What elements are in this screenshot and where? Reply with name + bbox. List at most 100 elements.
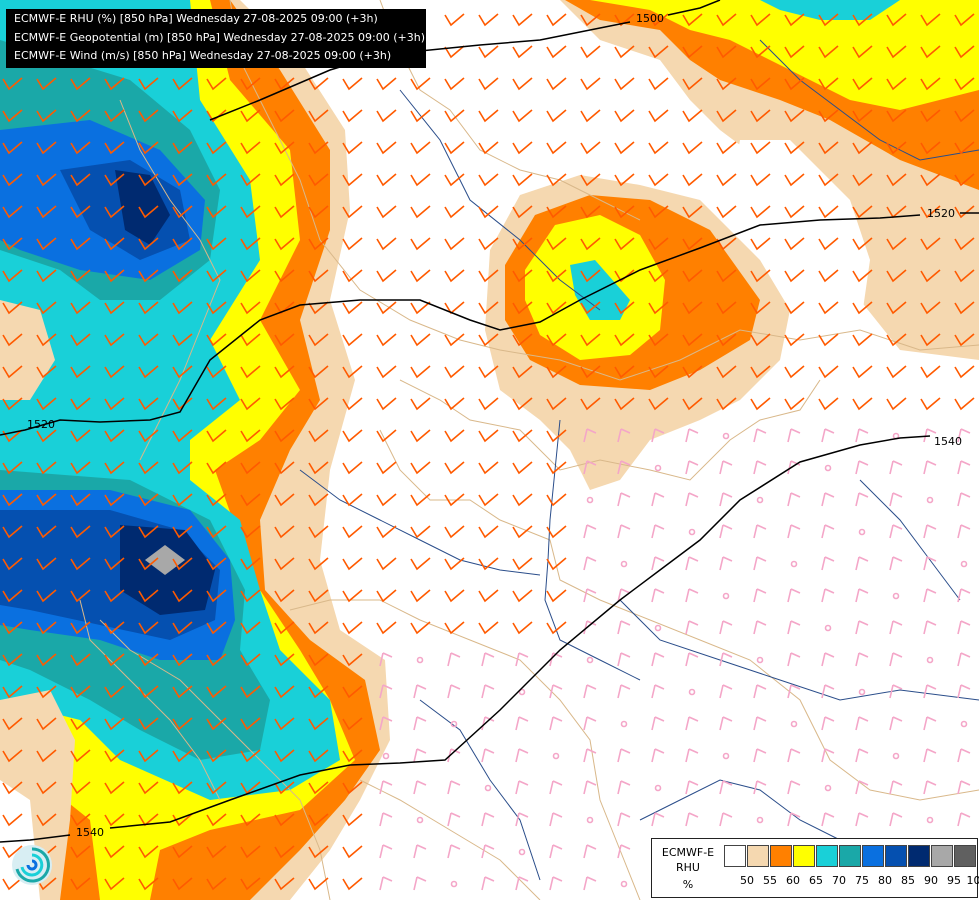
- wind-barb: [36, 365, 57, 379]
- calm-wind-marker: [620, 720, 628, 728]
- map-header: ECMWF-E RHU (%) [850 hPa] Wednesday 27-0…: [6, 9, 426, 68]
- calm-wind-marker: [790, 560, 798, 568]
- wind-barb: [172, 461, 193, 475]
- wind-barb: [274, 813, 295, 827]
- wind-barb: [546, 429, 567, 443]
- wind-barb: [784, 237, 805, 251]
- wind-barb: [447, 652, 461, 667]
- wind-barb: [138, 141, 159, 155]
- wind-barb: [413, 780, 427, 795]
- wind-barb: [240, 589, 261, 603]
- wind-barb: [138, 717, 159, 731]
- wind-barb: [889, 620, 903, 635]
- wind-barb: [784, 141, 805, 155]
- wind-barb: [821, 684, 835, 699]
- contour-1500: [209, 21, 631, 121]
- wind-barb: [852, 13, 873, 27]
- wind-barb: [920, 77, 941, 91]
- wind-barb: [206, 173, 227, 187]
- calm-wind-marker: [484, 784, 492, 792]
- wind-barb: [308, 813, 329, 827]
- wind-barb: [444, 13, 465, 27]
- wind-barb: [886, 109, 907, 123]
- contour-label: 1540: [76, 826, 104, 839]
- wind-barb: [70, 461, 91, 475]
- wind-barb: [583, 876, 597, 891]
- wind-barb: [70, 653, 91, 667]
- wind-barb: [240, 653, 261, 667]
- wind-barb: [818, 109, 839, 123]
- wind-barb: [70, 141, 91, 155]
- wind-barb: [719, 684, 733, 699]
- wind-barb: [2, 365, 23, 379]
- wind-barb: [753, 620, 767, 635]
- wind-barb: [2, 205, 23, 219]
- wind-barb: [379, 876, 393, 891]
- wind-barb: [2, 845, 23, 859]
- wind-barb: [36, 653, 57, 667]
- wind-barb: [682, 365, 703, 379]
- calm-wind-marker: [654, 464, 662, 472]
- wind-barb: [206, 205, 227, 219]
- wind-barb: [138, 333, 159, 347]
- wind-barb: [753, 428, 767, 443]
- wind-barb: [379, 684, 393, 699]
- wind-barb: [648, 45, 669, 59]
- rh-band-95: [145, 545, 185, 575]
- wind-barb: [923, 588, 937, 603]
- wind-barb: [889, 524, 903, 539]
- wind-barb: [240, 685, 261, 699]
- wind-barb: [274, 109, 295, 123]
- wind-barb: [138, 621, 159, 635]
- wind-barb: [923, 684, 937, 699]
- wind-barb: [70, 301, 91, 315]
- wind-barb: [342, 493, 363, 507]
- wind-barb: [70, 397, 91, 411]
- wind-barb: [410, 365, 431, 379]
- wind-barb: [104, 397, 125, 411]
- wind-barb: [682, 205, 703, 219]
- wind-barb: [821, 812, 835, 827]
- wind-barb: [413, 716, 427, 731]
- wind-barb: [512, 557, 533, 571]
- calm-wind-marker: [892, 752, 900, 760]
- wind-barb: [376, 77, 397, 91]
- legend-swatch: [862, 845, 884, 867]
- wind-barb: [2, 621, 23, 635]
- wind-barb: [957, 588, 971, 603]
- wind-barb: [821, 716, 835, 731]
- calm-wind-marker: [382, 752, 390, 760]
- wind-barb: [512, 173, 533, 187]
- wind-barb: [784, 365, 805, 379]
- wind-barb: [240, 77, 261, 91]
- wind-barb: [342, 397, 363, 411]
- wind-barb: [172, 141, 193, 155]
- wind-barb: [682, 397, 703, 411]
- wind-barb: [342, 333, 363, 347]
- wind-barb: [614, 301, 635, 315]
- wind-barb: [481, 812, 495, 827]
- wind-barb: [515, 876, 529, 891]
- calm-wind-marker: [892, 592, 900, 600]
- legend-swatches: [724, 845, 977, 867]
- wind-barb: [648, 301, 669, 315]
- wind-barb: [685, 428, 699, 443]
- wind-barb: [855, 780, 869, 795]
- wind-barb: [787, 652, 801, 667]
- wind-barb: [716, 141, 737, 155]
- wind-barb: [617, 684, 631, 699]
- wind-barb: [889, 492, 903, 507]
- wind-barb: [512, 621, 533, 635]
- wind-barb: [274, 173, 295, 187]
- wind-barb: [104, 589, 125, 603]
- wind-barb: [512, 269, 533, 283]
- wind-barb: [342, 845, 363, 859]
- calm-wind-marker: [688, 528, 696, 536]
- wind-barb: [886, 365, 907, 379]
- wind-barb: [206, 397, 227, 411]
- wind-barb: [104, 749, 125, 763]
- legend-ticks: 50 55 60 65 70 75 80 85 90 95 100: [724, 874, 979, 888]
- wind-barb: [784, 301, 805, 315]
- wind-barb: [410, 77, 431, 91]
- calm-wind-marker: [926, 496, 934, 504]
